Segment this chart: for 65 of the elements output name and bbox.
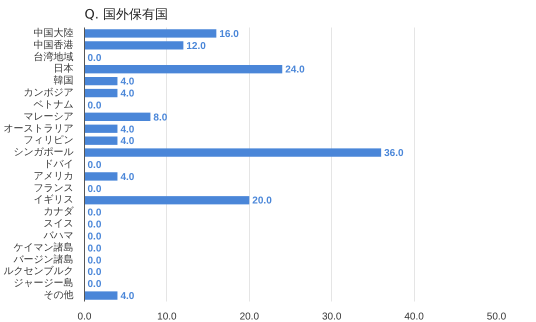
y-tick-label: カナダ (44, 206, 74, 218)
chart-title: Q. 国外保有国 (84, 8, 168, 22)
y-tick-label: 中国香港 (34, 38, 74, 51)
y-tick-label: バハマ (42, 230, 74, 242)
data-label: 0.0 (88, 279, 102, 290)
data-label: 0.0 (88, 255, 102, 266)
data-label: 20.0 (252, 196, 272, 207)
y-tick-label: その他 (44, 289, 74, 302)
y-tick-label: シンガポール (14, 147, 74, 158)
bar (84, 124, 118, 133)
y-tick-label: フランス (34, 182, 74, 194)
x-tick-label: 0.0 (78, 312, 92, 322)
data-label: 0.0 (88, 100, 102, 112)
bar (84, 112, 150, 122)
data-label: 4.0 (120, 124, 135, 136)
y-tick-label: 日本 (54, 62, 74, 75)
bar (84, 148, 382, 157)
data-label: 24.0 (285, 64, 306, 76)
y-tick-label: オーストラリア (4, 123, 74, 134)
y-tick-label: 韓国 (54, 74, 74, 87)
y-tick-label: 中国大陸 (34, 26, 74, 39)
bar (84, 172, 118, 181)
y-tick-label: カンボジア (24, 88, 74, 99)
x-tick-label: 20.0 (240, 312, 260, 322)
data-label: 4.0 (120, 88, 135, 100)
y-tick-label: フィリピン (24, 135, 74, 146)
bar (84, 76, 118, 86)
data-label: 0.0 (88, 243, 102, 254)
y-tick-label: イギリス (34, 194, 74, 206)
bar (84, 88, 118, 98)
bar (84, 136, 118, 145)
y-tick-label: ジャージー島 (14, 277, 74, 290)
y-tick-label: バージン諸島 (12, 253, 74, 266)
data-label: 0.0 (88, 208, 102, 219)
bar (84, 291, 118, 300)
data-label: 36.0 (384, 148, 404, 160)
data-label: 4.0 (120, 291, 135, 302)
y-tick-label: アメリカ (34, 170, 74, 182)
bar (84, 196, 250, 204)
y-tick-label: 台湾地域 (34, 50, 74, 63)
x-tick-label: 10.0 (157, 312, 178, 322)
data-label: 0.0 (88, 231, 102, 242)
x-tick-label: 40.0 (404, 312, 424, 322)
data-label: 0.0 (88, 267, 102, 278)
bar (84, 29, 216, 38)
data-label: 4.0 (120, 76, 135, 88)
y-tick-label: ドバイ (44, 159, 74, 170)
y-tick-label: ベトナム (34, 99, 74, 110)
data-label: 0.0 (88, 184, 102, 195)
data-label: 4.0 (120, 172, 135, 183)
y-tick-label: ケイマン諸島 (14, 241, 74, 254)
x-tick-label: 50.0 (486, 312, 507, 322)
data-label: 16.0 (219, 28, 240, 40)
data-label: 12.0 (186, 40, 206, 52)
data-label: 0.0 (88, 160, 102, 171)
data-label: 8.0 (153, 112, 168, 124)
bar (84, 65, 282, 74)
y-tick-label: ルクセンブルク (4, 265, 74, 278)
data-label: 4.0 (120, 136, 135, 148)
x-tick-label: 30.0 (322, 312, 342, 322)
data-label: 0.0 (88, 220, 102, 231)
bar (84, 41, 184, 50)
y-tick-label: マレーシア (24, 111, 74, 122)
y-tick-label: スイス (44, 218, 74, 230)
data-label: 0.0 (88, 52, 102, 64)
